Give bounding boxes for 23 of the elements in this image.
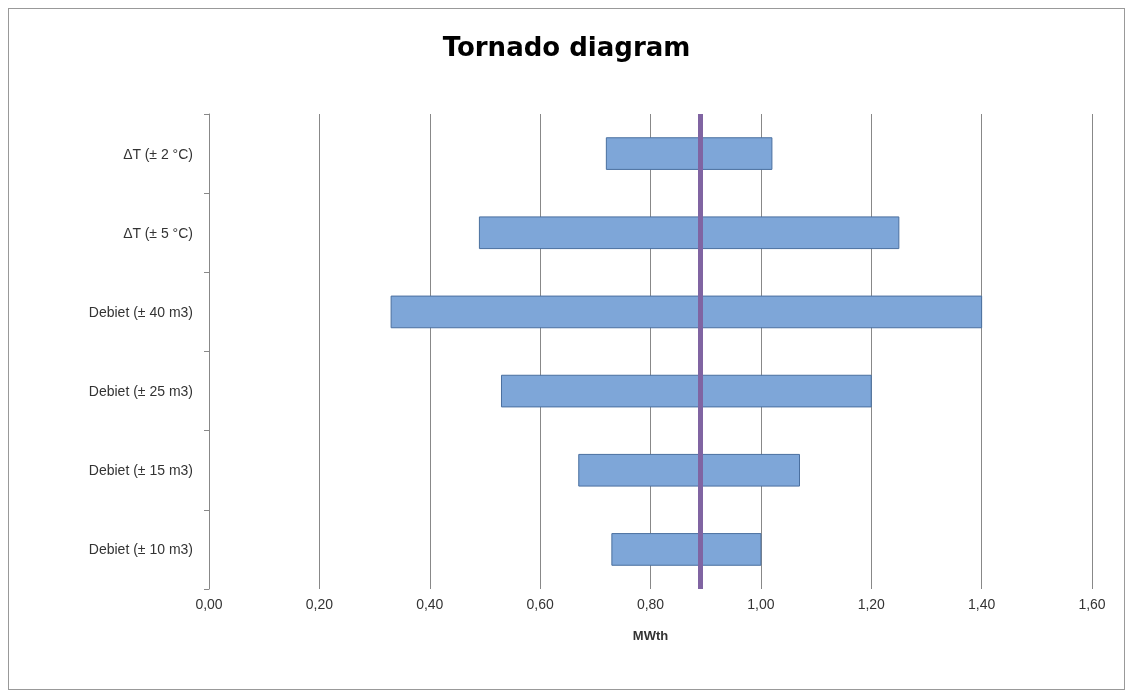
y-tick-label: Debiet (± 15 m3) (88, 462, 193, 479)
chart-title: Tornado diagram (442, 32, 691, 62)
x-tick-label: 0,80 (636, 596, 665, 612)
x-tick-label: 0,60 (526, 596, 554, 612)
x-tick-label: 1,60 (1078, 596, 1106, 612)
x-tick-label: 0,40 (416, 596, 444, 612)
bar (500, 374, 872, 408)
bar (611, 533, 762, 566)
bar (605, 137, 773, 170)
bar (390, 295, 983, 329)
x-axis-title: MWth (632, 628, 669, 643)
x-tick-label: 0,00 (195, 596, 223, 612)
y-tick-label: Debiet (± 10 m3) (88, 541, 193, 558)
x-tick-label: 1,20 (857, 596, 886, 612)
bar (478, 216, 900, 250)
y-tick-label: Debiet (± 40 m3) (88, 303, 193, 320)
y-tick-label: ΔT (± 5 °C) (123, 224, 193, 241)
x-tick-label: 1,40 (968, 596, 996, 612)
x-tick-label: 0,20 (305, 596, 334, 612)
y-tick-label: Debiet (± 25 m3) (88, 383, 193, 400)
x-tick-label: 1,00 (747, 596, 775, 612)
bar (578, 453, 801, 487)
y-tick-label: ΔT (± 2 °C) (123, 145, 193, 162)
